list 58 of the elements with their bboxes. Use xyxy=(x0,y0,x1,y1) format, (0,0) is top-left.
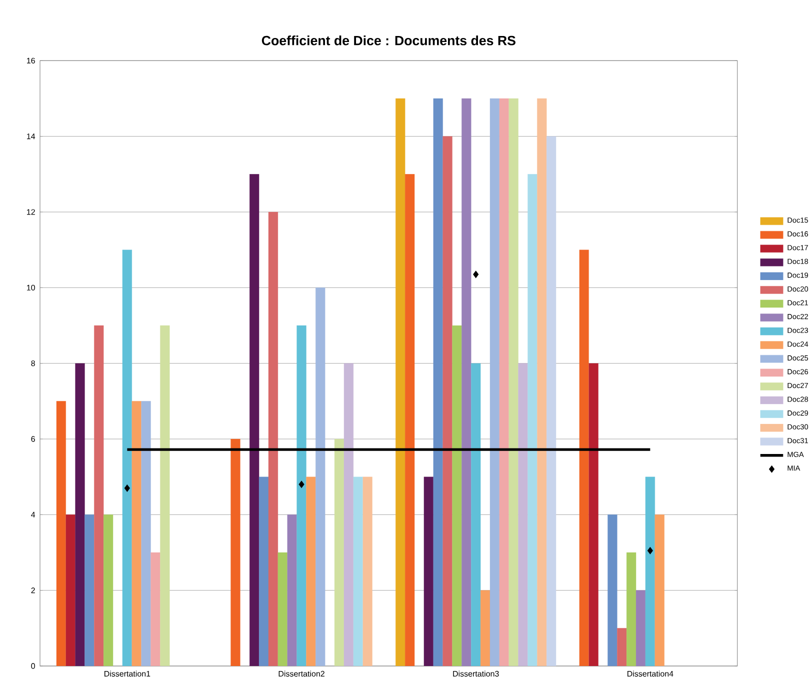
bar xyxy=(424,476,434,666)
bar xyxy=(104,514,114,666)
x-tick-label: Dissertation4 xyxy=(627,670,674,677)
x-tick-label: Dissertation2 xyxy=(278,670,324,677)
point xyxy=(647,547,653,554)
bar xyxy=(442,136,452,666)
bar xyxy=(471,363,481,666)
bar xyxy=(306,476,316,666)
y-tick-label: 0 xyxy=(31,663,35,669)
bar xyxy=(508,98,518,666)
bar xyxy=(132,401,142,666)
bar xyxy=(75,363,85,666)
bar xyxy=(150,552,160,666)
point xyxy=(473,270,479,278)
y-tick-label: 4 xyxy=(31,512,36,518)
bar xyxy=(636,590,646,666)
bar xyxy=(654,514,664,666)
bar xyxy=(546,136,556,666)
y-tick-label: 2 xyxy=(31,588,35,594)
point xyxy=(124,484,130,492)
bar xyxy=(499,98,509,666)
bar xyxy=(296,325,306,666)
bar xyxy=(66,514,76,666)
bar xyxy=(160,325,170,666)
bar xyxy=(141,401,151,666)
bar xyxy=(258,476,269,666)
x-tick-label: Dissertation3 xyxy=(453,670,499,677)
bar xyxy=(250,174,260,666)
y-tick-label: 10 xyxy=(27,284,35,291)
bar xyxy=(94,325,104,666)
bar xyxy=(84,514,94,666)
bar xyxy=(287,514,297,666)
bar xyxy=(608,514,618,666)
bar xyxy=(462,98,472,666)
y-tick-label: 16 xyxy=(27,58,35,64)
bar xyxy=(490,98,500,666)
bar xyxy=(617,628,627,666)
bar xyxy=(588,363,598,666)
bar xyxy=(645,476,655,666)
y-tick-label: 14 xyxy=(27,134,36,140)
point xyxy=(298,480,304,488)
y-tick-label: 12 xyxy=(27,209,35,215)
bar xyxy=(278,552,288,666)
y-tick-label: 8 xyxy=(31,360,35,366)
bar xyxy=(452,325,462,666)
bar xyxy=(537,98,547,666)
bar xyxy=(334,438,344,666)
bar xyxy=(122,250,132,666)
bar xyxy=(626,552,636,666)
bar xyxy=(362,476,372,666)
bar xyxy=(316,288,326,666)
bar xyxy=(268,212,278,666)
bar xyxy=(480,590,490,666)
chart-title: Coefficient de Dice : Documents des RS xyxy=(262,35,516,46)
bar xyxy=(396,98,406,666)
y-tick-label: 6 xyxy=(31,436,35,442)
bar xyxy=(433,98,443,666)
x-tick-label: Dissertation1 xyxy=(104,670,150,677)
